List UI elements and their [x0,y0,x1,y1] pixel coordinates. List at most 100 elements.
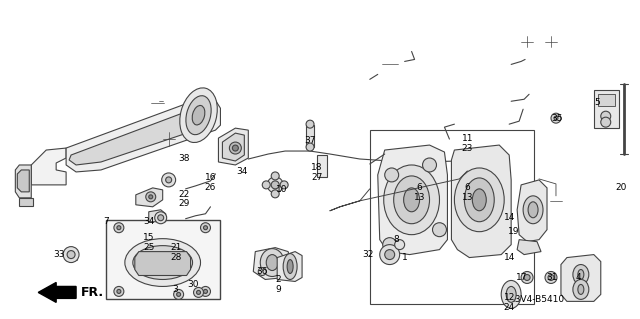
Ellipse shape [454,168,504,232]
Text: 37: 37 [304,136,316,145]
Ellipse shape [173,289,184,300]
Ellipse shape [67,251,75,259]
Text: 34: 34 [143,217,154,226]
Bar [317,155,327,177]
Ellipse shape [601,117,611,127]
Ellipse shape [385,249,395,260]
Ellipse shape [166,177,172,183]
Bar [19,198,33,206]
Bar [594,90,619,128]
Polygon shape [378,145,447,255]
Text: 9: 9 [275,285,281,294]
Text: 14: 14 [504,253,515,262]
Text: 35: 35 [551,114,563,123]
Ellipse shape [271,181,279,189]
Ellipse shape [578,270,584,279]
Text: 5: 5 [594,98,600,107]
Text: 38: 38 [178,153,189,162]
Text: 4: 4 [576,273,582,282]
Ellipse shape [306,143,314,151]
Ellipse shape [271,172,279,180]
Text: 24: 24 [504,303,515,312]
Ellipse shape [422,158,436,172]
Ellipse shape [287,260,293,273]
Ellipse shape [232,145,238,151]
Ellipse shape [506,286,516,302]
Ellipse shape [271,190,279,198]
Ellipse shape [193,287,204,297]
Text: 25: 25 [143,243,154,252]
Ellipse shape [200,286,211,296]
Ellipse shape [117,226,121,230]
Ellipse shape [155,212,166,224]
Ellipse shape [521,271,533,284]
Ellipse shape [384,165,440,235]
Text: 12: 12 [504,293,515,302]
Ellipse shape [162,173,175,187]
Ellipse shape [196,290,200,294]
Text: 28: 28 [170,253,181,262]
Text: 18: 18 [311,163,323,173]
Text: 10: 10 [276,185,288,194]
Text: 29: 29 [178,199,189,208]
FancyArrow shape [38,282,76,302]
Polygon shape [17,170,29,192]
Ellipse shape [200,223,211,233]
Text: 23: 23 [461,144,473,152]
Ellipse shape [578,285,584,294]
Ellipse shape [601,111,611,121]
Ellipse shape [268,177,283,193]
Ellipse shape [266,255,278,271]
Ellipse shape [554,116,558,120]
Polygon shape [277,252,302,281]
Ellipse shape [280,181,288,189]
Ellipse shape [433,223,447,237]
Text: 19: 19 [508,227,520,236]
Text: 1: 1 [402,253,408,262]
Bar [370,130,534,304]
Polygon shape [31,148,66,185]
Ellipse shape [528,202,538,218]
Ellipse shape [117,289,121,293]
Text: 11: 11 [461,134,473,143]
Polygon shape [517,180,547,241]
Ellipse shape [548,274,554,280]
Ellipse shape [125,239,200,286]
Ellipse shape [204,226,207,230]
Text: 30: 30 [187,280,198,289]
Text: S3V4-B5410: S3V4-B5410 [509,295,564,304]
Polygon shape [136,188,163,207]
Ellipse shape [283,254,297,279]
Text: 27: 27 [311,174,323,182]
Polygon shape [223,133,244,161]
Text: 14: 14 [504,213,515,222]
Ellipse shape [177,293,180,296]
Text: 20: 20 [615,183,627,192]
Ellipse shape [157,215,164,221]
Text: 32: 32 [362,250,374,259]
Text: 26: 26 [205,183,216,192]
Bar [598,94,614,106]
Text: 13: 13 [414,193,426,202]
Text: 21: 21 [170,243,181,252]
Ellipse shape [186,96,211,135]
Ellipse shape [524,274,530,280]
Polygon shape [253,248,292,279]
Polygon shape [218,128,248,165]
Text: 16: 16 [205,174,216,182]
Ellipse shape [573,264,589,285]
Ellipse shape [385,168,399,182]
Bar [306,125,314,147]
Ellipse shape [306,120,314,128]
Ellipse shape [114,286,124,296]
Text: 15: 15 [143,233,154,242]
Polygon shape [561,255,601,301]
Text: 13: 13 [461,193,473,202]
Ellipse shape [395,240,404,249]
Ellipse shape [573,279,589,300]
Ellipse shape [259,268,266,276]
Text: 36: 36 [257,267,268,276]
Ellipse shape [472,189,486,211]
Text: 22: 22 [178,190,189,199]
Ellipse shape [404,188,420,212]
